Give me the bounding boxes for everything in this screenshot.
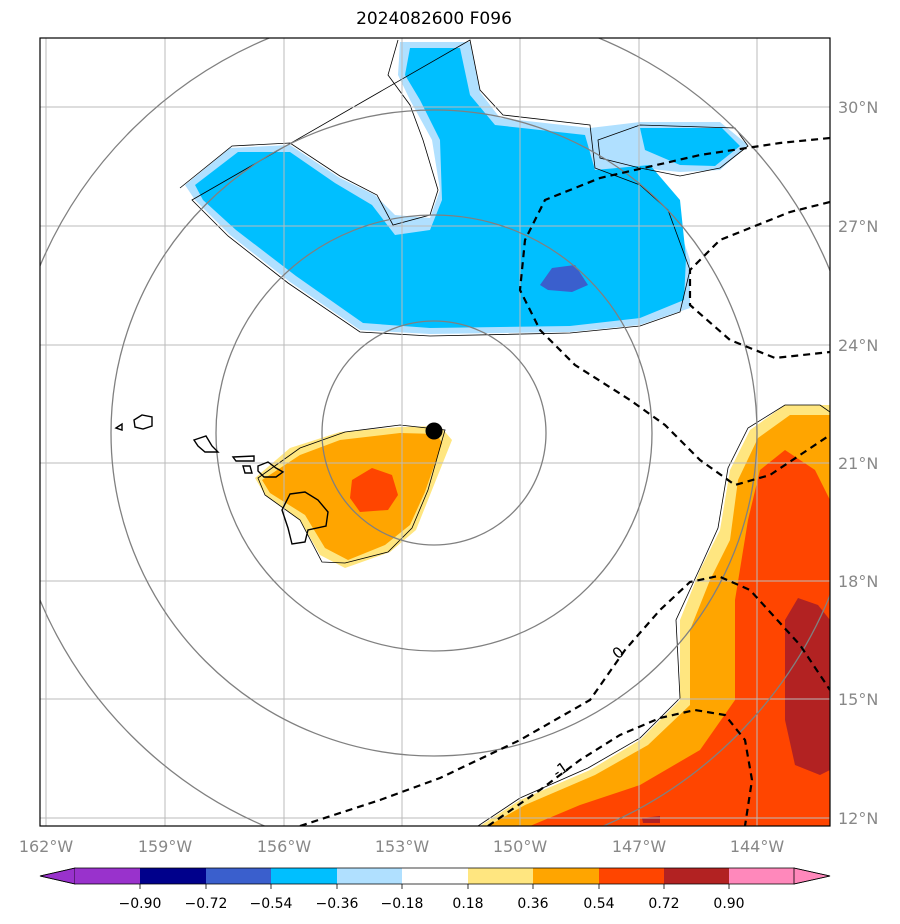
colorbar: −0.90 −0.72 −0.54 −0.36 −0.18 0.18 0.36 … — [39, 867, 831, 912]
lon-tick-156w: 156°W — [257, 837, 312, 856]
colorbar-segment-5 — [337, 868, 402, 884]
range-rings — [40, 38, 830, 826]
positive-anomaly-southeast — [477, 404, 830, 826]
hawaiian-islands — [114, 414, 329, 545]
colorbar-label: 0.54 — [583, 896, 614, 912]
colorbar-label: −0.36 — [316, 896, 359, 912]
colorbar-label: −0.54 — [250, 896, 293, 912]
longitude-tick-labels: 162°W 159°W 156°W 153°W 150°W 147°W 144°… — [19, 837, 785, 856]
colorbar-label: 0.36 — [517, 896, 548, 912]
lat-tick-27n: 27°N — [838, 217, 878, 236]
colorbar-segment-6 — [402, 868, 468, 884]
colorbar-label: −0.90 — [119, 896, 162, 912]
colorbar-segment-8 — [533, 868, 599, 884]
map-frame — [39, 37, 831, 827]
latitude-tick-labels: 30°N 27°N 24°N 21°N 18°N 15°N 12°N — [838, 98, 878, 828]
colorbar-label: −0.18 — [381, 896, 424, 912]
colorbar-segment-11 — [729, 868, 794, 884]
lat-tick-15n: 15°N — [838, 690, 878, 709]
lat-tick-30n: 30°N — [838, 98, 878, 117]
lon-tick-144w: 144°W — [730, 837, 785, 856]
lon-tick-159w: 159°W — [138, 837, 193, 856]
colorbar-segment-4 — [271, 868, 337, 884]
storm-center-marker — [425, 422, 443, 440]
colorbar-segment-9 — [599, 868, 664, 884]
colorbar-segment-3 — [206, 868, 271, 884]
positive-anomaly-hawaii — [255, 424, 452, 568]
colorbar-segment-10 — [664, 868, 729, 884]
colorbar-segment-2 — [140, 868, 206, 884]
colorbar-label: −0.72 — [185, 896, 228, 912]
dashed-contours — [299, 136, 830, 826]
lon-tick-150w: 150°W — [493, 837, 548, 856]
lat-tick-24n: 24°N — [838, 336, 878, 355]
colorbar-segment-1 — [75, 868, 140, 884]
map-area: 0 -1 — [40, 38, 830, 826]
colorbar-segment-7 — [468, 868, 533, 884]
lat-tick-18n: 18°N — [838, 572, 878, 591]
lon-tick-162w: 162°W — [19, 837, 74, 856]
colorbar-label: 0.72 — [648, 896, 679, 912]
lon-tick-147w: 147°W — [612, 837, 667, 856]
colorbar-extend-high — [793, 867, 831, 885]
map-title: 2024082600 F096 — [356, 9, 512, 29]
lon-tick-153w: 153°W — [375, 837, 430, 856]
lat-tick-21n: 21°N — [838, 454, 878, 473]
lat-tick-12n: 12°N — [838, 809, 878, 828]
colorbar-label: 0.18 — [452, 896, 483, 912]
colorbar-extend-low — [39, 867, 76, 885]
colorbar-label: 0.90 — [713, 896, 744, 912]
